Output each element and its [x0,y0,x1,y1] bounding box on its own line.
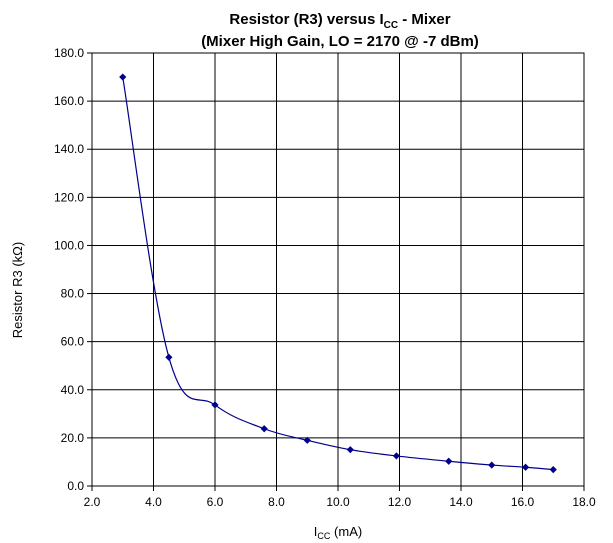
grid [91,52,585,487]
data-point [119,73,127,81]
y-tick-label: 100.0 [54,238,84,252]
data-point [303,436,311,444]
y-axis-label: Resistor R3 (kΩ) [10,242,25,338]
data-point [211,401,219,409]
data-point [521,463,530,471]
data-point [392,452,401,460]
y-tick-label: 80.0 [61,287,85,301]
series-markers [119,73,557,474]
x-tick-label: 18.0 [572,495,596,509]
data-point [165,353,173,361]
y-tick-label: 40.0 [61,383,85,397]
data-point [549,466,557,474]
y-tick-label: 120.0 [54,190,84,204]
x-tick-label: 4.0 [145,495,162,509]
x-tick-label: 16.0 [511,495,535,509]
y-tick-label: 180.0 [54,46,84,60]
chart-title-line2: (Mixer High Gain, LO = 2170 @ -7 dBm) [201,33,479,50]
data-point [260,425,268,433]
x-tick-label: 8.0 [268,495,285,509]
y-tick-label: 160.0 [54,94,84,108]
x-tick-label: 12.0 [388,495,412,509]
data-point [346,446,354,454]
y-tick-label: 140.0 [54,142,84,156]
chart-title-line1: Resistor (R3) versus ICC - Mixer [229,11,450,31]
x-tick-label: 2.0 [84,495,101,509]
x-tick-label: 14.0 [449,495,473,509]
data-point [445,457,453,465]
y-tick-label: 20.0 [61,431,85,445]
y-axis-ticks: 0.0 20.0 40.0 60.0 80.0 100.0 120.0 140.0 160.0 1… [54,46,92,493]
x-axis-ticks: 2.0 4.0 6.0 8.0 10.0 12.0 14.0 16.0 18.0 [84,486,596,509]
data-point [488,461,496,469]
x-axis-label: ICC (mA) [314,524,362,541]
y-tick-label: 0.0 [67,479,84,493]
x-tick-label: 10.0 [326,495,350,509]
x-tick-label: 6.0 [207,495,224,509]
y-tick-label: 60.0 [61,335,85,349]
